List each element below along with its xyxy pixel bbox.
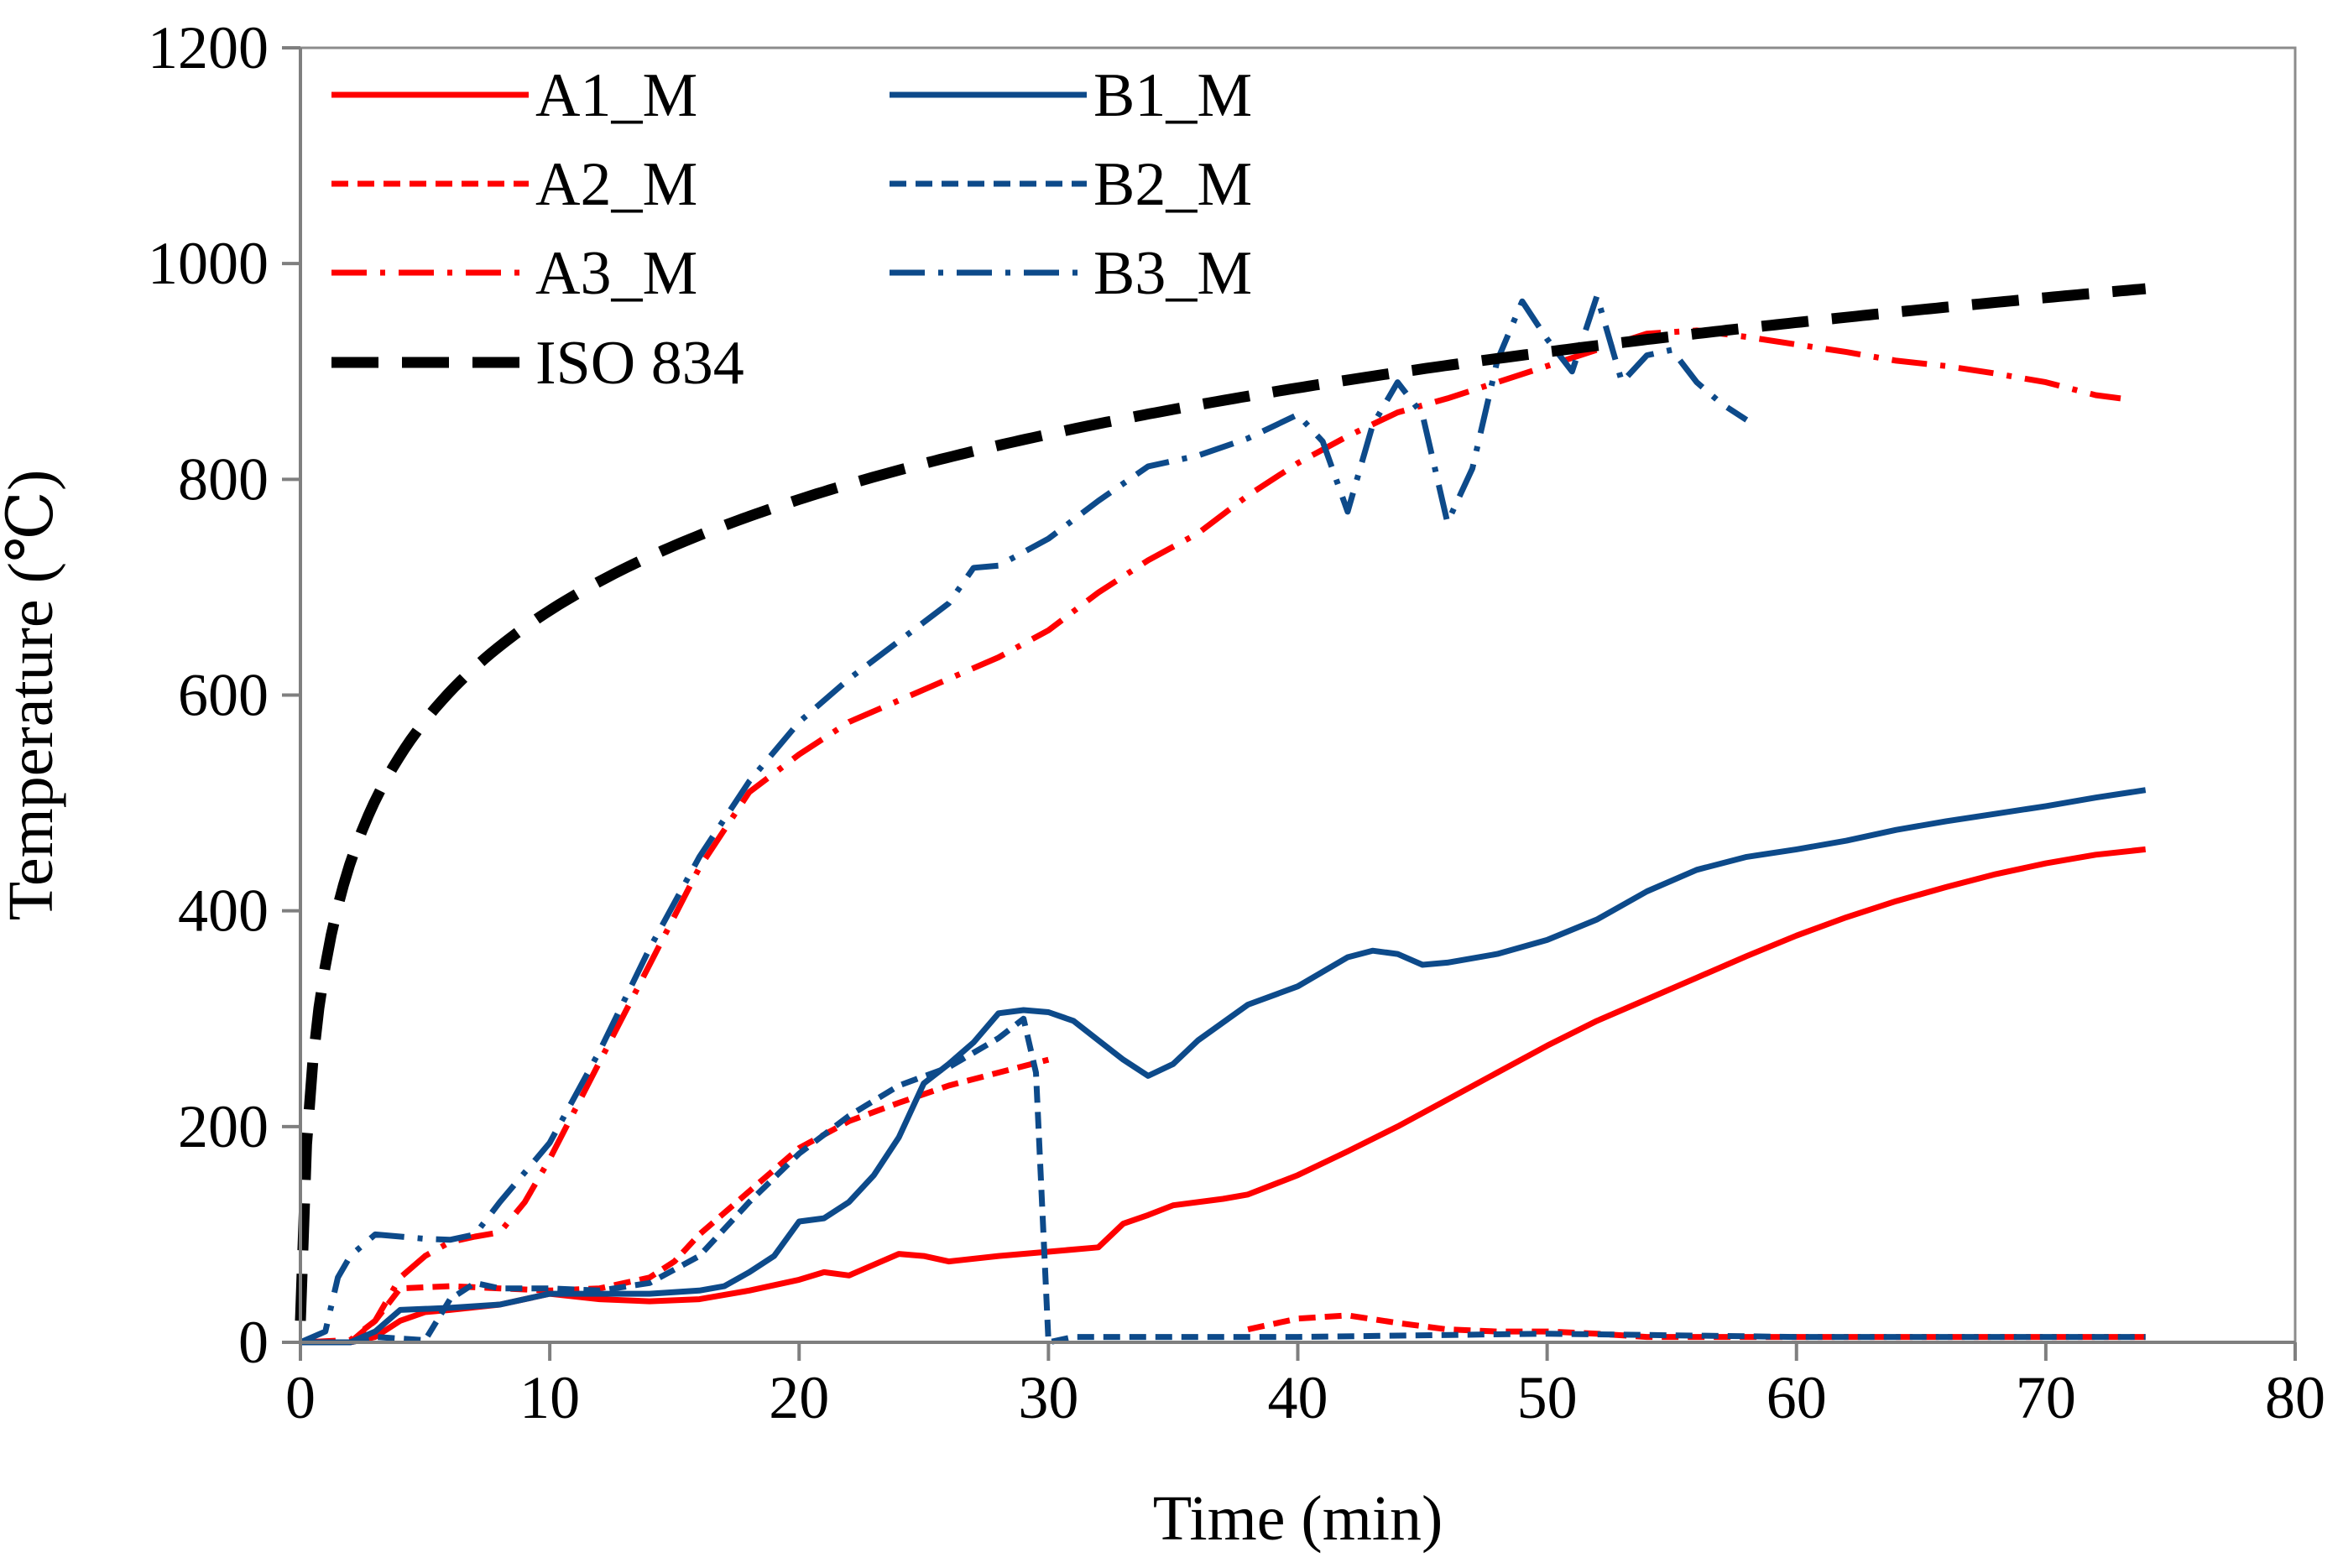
axes-layer: 0 200 400 600 800 1000 1200 0 10 20 30 40 50 60 70 80 bbox=[148, 14, 2325, 1431]
series-line-a2-m-late bbox=[1247, 1312, 2146, 1341]
legend-label: B1_M bbox=[1093, 61, 1252, 130]
legend-label: B2_M bbox=[1093, 150, 1252, 219]
x-tick-label: 80 bbox=[2265, 1364, 2325, 1431]
y-tick-label: 0 bbox=[238, 1309, 269, 1376]
x-tick-label: 50 bbox=[1517, 1364, 1578, 1431]
series-line-b1-m bbox=[300, 787, 2147, 1346]
x-tick-label: 30 bbox=[1018, 1364, 1078, 1431]
x-tick-label: 10 bbox=[519, 1364, 580, 1431]
y-tick-label: 600 bbox=[178, 662, 269, 729]
y-tick-label: 200 bbox=[178, 1093, 269, 1160]
y-tick-label: 800 bbox=[178, 445, 269, 513]
legend-label: A3_M bbox=[535, 239, 697, 308]
legend-label: B3_M bbox=[1093, 239, 1252, 308]
legend-label: A1_M bbox=[535, 61, 697, 130]
x-tick-label: 60 bbox=[1766, 1364, 1827, 1431]
series-line-a2-m bbox=[300, 1056, 1050, 1346]
x-tick-label: 70 bbox=[2016, 1364, 2076, 1431]
y-tick-label: 400 bbox=[178, 878, 269, 945]
y-tick-label: 1200 bbox=[148, 14, 269, 81]
x-tick-label: 0 bbox=[285, 1364, 316, 1431]
series-layer bbox=[295, 283, 2147, 1346]
legend-label: ISO 834 bbox=[535, 329, 744, 398]
series-line-b2-m bbox=[300, 1015, 2146, 1346]
legend-label: A2_M bbox=[535, 150, 697, 219]
legend: A1_M B1_M A2_M B2_M A3_M B3_M ISO 834 bbox=[331, 61, 1252, 398]
y-axis-title: Temperature (℃) bbox=[0, 470, 66, 921]
x-axis-title: Time (min) bbox=[1153, 1483, 1443, 1554]
series-line-iso-834 bbox=[295, 283, 2147, 1321]
x-tick-label: 20 bbox=[769, 1364, 829, 1431]
series-line-b3-m bbox=[299, 293, 1749, 1346]
x-tick-label: 40 bbox=[1268, 1364, 1328, 1431]
y-tick-label: 1000 bbox=[148, 230, 269, 297]
